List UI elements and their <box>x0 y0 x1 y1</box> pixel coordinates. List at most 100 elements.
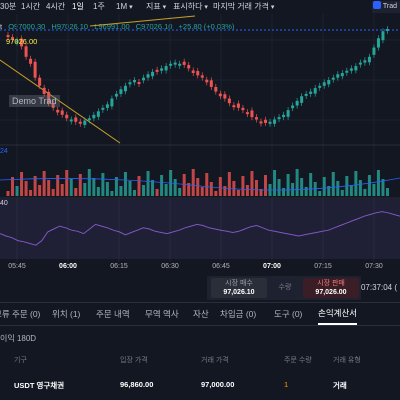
candle-body <box>47 91 51 104</box>
price-tag: 97026.00 <box>6 37 38 46</box>
display-dropdown[interactable]: 표시하다 <box>173 0 208 15</box>
candle-body <box>241 107 245 111</box>
volume-bar <box>349 185 353 196</box>
tab-pnl-statement[interactable]: 손익계산서 <box>318 303 358 325</box>
candle-body <box>6 35 10 38</box>
candle-body <box>173 62 177 65</box>
account-tabs: 보류 주문 (0) 위치 (1) 주문 내역 무역 역사 자산 차입금 (0) … <box>0 302 400 326</box>
interval-4h[interactable]: 4시간 <box>46 2 66 11</box>
candle-body <box>11 37 15 40</box>
volume-bar <box>51 189 55 196</box>
candle-body <box>164 66 168 71</box>
candle-body <box>376 38 380 48</box>
candle-body <box>227 98 231 104</box>
candle-body <box>345 70 349 73</box>
interval-1h[interactable]: 1시간 <box>21 2 41 11</box>
price-chart[interactable] <box>0 0 400 270</box>
volume-bar <box>146 171 150 196</box>
candle-body <box>358 62 362 65</box>
volume-bar <box>286 174 290 196</box>
interval-1m-dropdown[interactable]: 1M <box>116 0 133 15</box>
tab-pending-orders[interactable]: 보류 주문 (0) <box>0 309 41 319</box>
candle-body <box>268 121 272 124</box>
candle-body <box>282 114 286 118</box>
tab-borrowings[interactable]: 차입금 (0) <box>220 309 257 319</box>
volume-bar <box>250 171 254 196</box>
pnl-period-label: 이익 180D <box>0 334 37 343</box>
trade-button-label: Trad <box>382 3 397 10</box>
interval-30m[interactable]: 30분 <box>0 2 17 11</box>
time-tick: 05:45 <box>8 263 26 270</box>
rsi-indicator-value: 40 <box>0 200 8 207</box>
volume-bar <box>218 177 222 196</box>
candle-body <box>372 47 376 55</box>
indicators-dropdown[interactable]: 지표 <box>146 0 166 15</box>
volume-bar <box>385 188 389 196</box>
candle-body <box>33 61 37 78</box>
volume-bar <box>227 172 231 196</box>
chart-toolbar: 30분 1시간 4시간 1일 1주 1M 지표 표시하다 마지막 거래 가격 T… <box>0 0 400 14</box>
price-source-dropdown[interactable]: 마지막 거래 가격 <box>213 0 274 15</box>
trade-button[interactable]: Trad <box>371 1 400 13</box>
candle-body <box>250 110 254 118</box>
volume-bar <box>214 191 218 196</box>
time-tick: 07:30 <box>365 263 383 270</box>
candle-body <box>29 58 33 64</box>
tab-trade-history[interactable]: 무역 역사 <box>145 309 179 319</box>
volume-bar <box>119 186 123 196</box>
volume-bar <box>354 171 358 196</box>
candle-body <box>385 28 389 31</box>
tab-tools[interactable]: 도구 (0) <box>274 309 303 319</box>
candle-body <box>313 88 317 94</box>
interval-1d[interactable]: 1일 <box>72 2 84 11</box>
market-buy-button[interactable]: 시장 매수 97,026.10 <box>211 278 267 298</box>
volume-bar <box>331 172 335 196</box>
tab-order-history[interactable]: 주문 내역 <box>96 309 130 319</box>
candle-body <box>273 119 277 124</box>
volume-bar <box>178 188 182 196</box>
volume-bar <box>60 184 64 196</box>
candle-body <box>245 112 249 115</box>
candle-body <box>277 117 281 120</box>
ohlc-high: H97026.10 <box>51 22 89 31</box>
volume-ma-line <box>0 177 400 191</box>
volume-bar <box>191 169 195 196</box>
column-header-entry-price: 입장 가격 <box>120 357 148 364</box>
row-quantity: 1 <box>284 380 289 389</box>
candle-body <box>160 68 164 71</box>
interval-1w[interactable]: 1주 <box>93 2 105 11</box>
volume-bar <box>327 186 331 196</box>
candle-body <box>254 117 258 120</box>
candle-body <box>132 80 136 83</box>
market-sell-button[interactable]: 시장 판매 97,026.00 <box>303 278 359 298</box>
candle-body <box>291 105 295 109</box>
volume-bar <box>282 188 286 196</box>
volume-bar <box>304 187 308 196</box>
candle-body <box>101 107 105 110</box>
candle-body <box>367 56 371 63</box>
volume-bar <box>277 179 281 196</box>
volume-bar <box>110 191 114 196</box>
volume-bar <box>11 177 15 196</box>
row-instrument[interactable]: USDT 영구채권 <box>14 381 65 390</box>
candle-body <box>191 70 195 74</box>
quantity-field[interactable]: 수량 <box>278 284 292 291</box>
volume-bar <box>273 170 277 196</box>
volume-bar <box>173 179 177 196</box>
time-tick: 06:00 <box>59 263 77 270</box>
volume-bar <box>254 180 258 196</box>
volume-bar <box>123 172 127 196</box>
candle-body <box>123 85 127 92</box>
column-header-instrument: 기구 <box>14 357 27 364</box>
candle-body <box>196 71 200 76</box>
tab-assets[interactable]: 자산 <box>193 309 209 319</box>
tab-positions[interactable]: 위치 (1) <box>52 309 81 319</box>
volume-bar <box>182 174 186 196</box>
candle-body <box>214 86 218 92</box>
candle-body <box>178 63 182 66</box>
time-tick: 07:15 <box>314 263 332 270</box>
volume-bar <box>83 183 87 196</box>
candle-body <box>331 77 335 80</box>
candle-body <box>56 109 60 113</box>
candle-body <box>295 100 299 106</box>
